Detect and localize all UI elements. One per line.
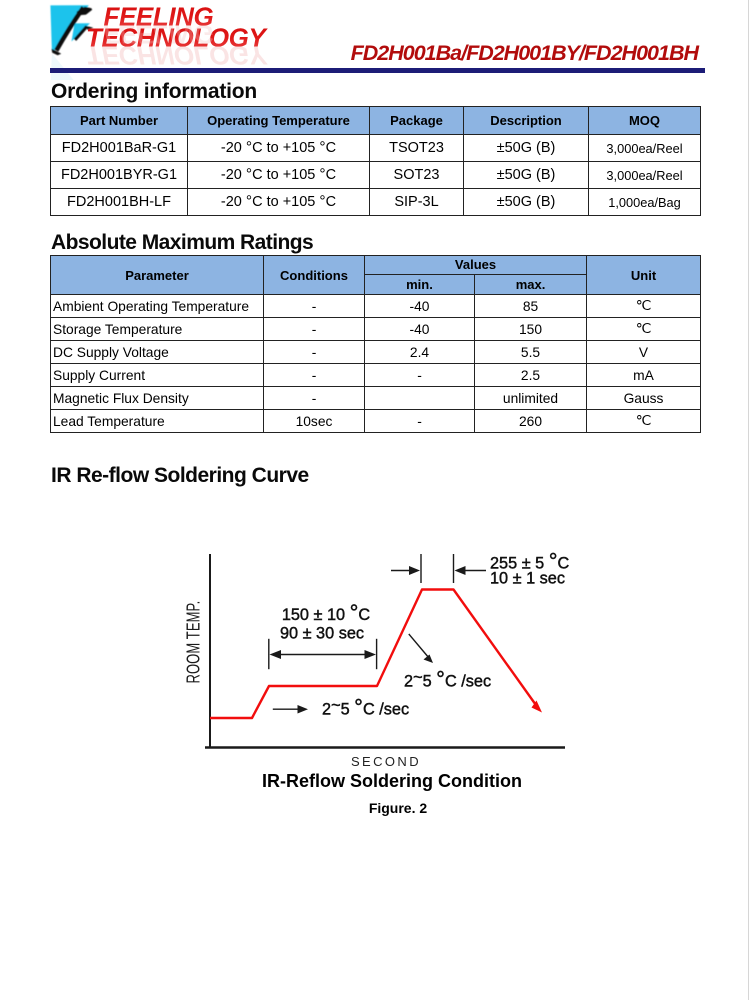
svg-text:FEELING: FEELING — [104, 2, 214, 32]
svg-text:FEELING: FEELING — [104, 20, 214, 50]
svg-text:150 ± 10 °C: 150 ± 10 °C — [282, 600, 371, 625]
svg-text:ROOM TEMP.: ROOM TEMP. — [184, 601, 204, 684]
svg-text:10 ± 1 sec: 10 ± 1 sec — [490, 570, 565, 588]
svg-text:90 ± 30 sec: 90 ± 30 sec — [280, 625, 364, 643]
svg-text:2~5 °C /sec: 2~5 °C /sec — [322, 695, 409, 720]
svg-text:TECHNOLOGY: TECHNOLOGY — [86, 40, 269, 70]
svg-text:2~5 °C /sec: 2~5 °C /sec — [404, 667, 491, 692]
svg-text:TECHNOLOGY: TECHNOLOGY — [86, 22, 269, 52]
